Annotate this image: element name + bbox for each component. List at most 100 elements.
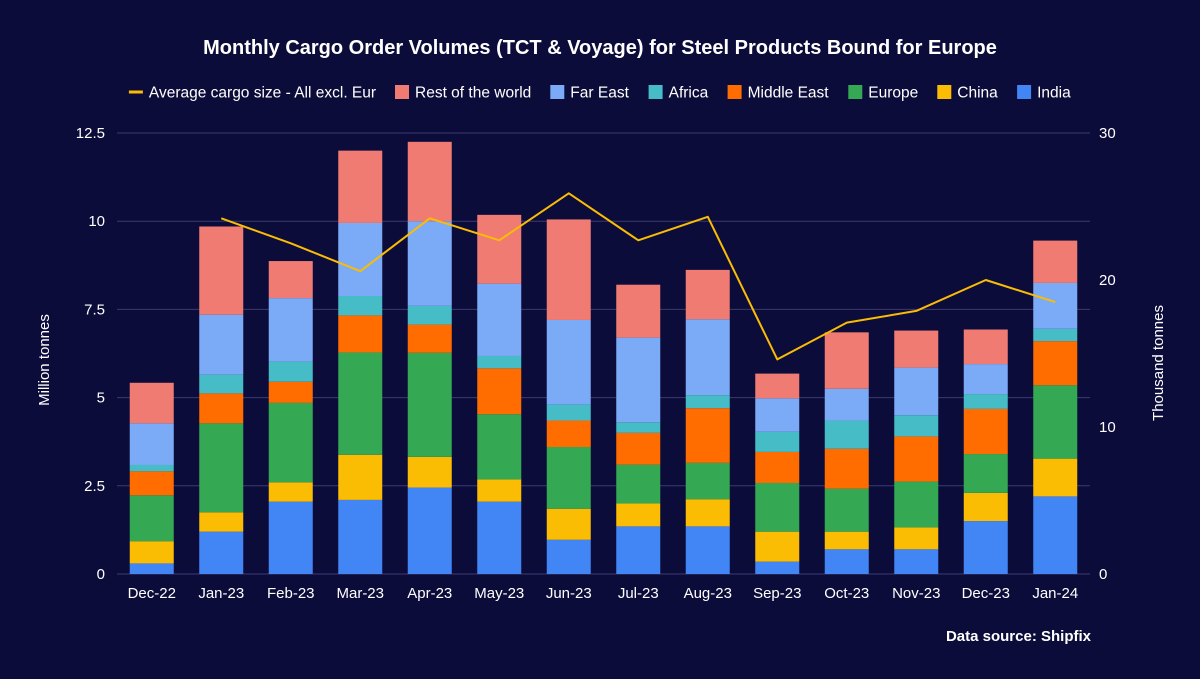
bar-far-east <box>1033 282 1078 329</box>
y2-axis-label: Thousand tonnes <box>1150 305 1167 421</box>
legend-label: Europe <box>868 85 918 102</box>
legend-item-far-east: Far East <box>550 85 630 102</box>
bar-middle-east <box>338 315 383 353</box>
legend-label: India <box>1037 85 1071 102</box>
legend-label: Middle East <box>748 85 830 102</box>
legend-label: China <box>957 85 998 102</box>
bar-africa <box>268 361 313 382</box>
bar-rest-of-the-world <box>685 269 730 320</box>
x-tick-label: May-23 <box>474 585 524 602</box>
bar-far-east <box>477 283 522 356</box>
bar-far-east <box>963 364 1008 395</box>
bar-middle-east <box>755 451 800 483</box>
x-tick-label: Aug-23 <box>684 585 732 602</box>
bar-africa <box>546 404 591 421</box>
bar-europe <box>824 488 869 532</box>
x-tick-label: Jun-23 <box>546 585 592 602</box>
legend-swatch <box>937 85 952 99</box>
legend-label: Average cargo size - All excl. Eur <box>149 85 376 102</box>
bar-india <box>546 539 591 574</box>
legend-swatch <box>550 85 565 99</box>
bar-far-east <box>268 298 313 362</box>
bar-far-east <box>407 221 452 306</box>
y-tick-label: 10 <box>88 213 105 230</box>
y-tick-label: 5 <box>97 390 105 407</box>
average-line <box>220 192 1056 361</box>
bar-china <box>338 454 383 500</box>
bar-middle-east <box>407 324 452 353</box>
bar-india <box>685 526 730 574</box>
legend-swatch <box>1017 85 1032 99</box>
x-tick-label: Sep-23 <box>753 585 801 602</box>
bar-rest-of-the-world <box>129 382 174 424</box>
bar-china <box>546 508 591 540</box>
legend-label: Africa <box>669 85 709 102</box>
bar-rest-of-the-world <box>268 261 313 299</box>
y2-tick-label: 10 <box>1099 419 1116 436</box>
x-tick-label: Jan-23 <box>198 585 244 602</box>
y-tick-label: 12.5 <box>76 125 105 142</box>
bar-china <box>685 499 730 527</box>
legend-label: Rest of the world <box>415 85 531 102</box>
bar-china <box>755 531 800 562</box>
y-axis-left: 0 2.5 5 7.5 10 12.5 <box>76 125 105 583</box>
bar-china <box>894 527 939 550</box>
bar-china <box>477 479 522 502</box>
bar-india <box>477 501 522 574</box>
legend: Average cargo size - All excl. Eur Rest o… <box>128 85 1071 102</box>
bar-africa <box>1033 328 1078 342</box>
bar-europe <box>199 423 244 513</box>
x-tick-label: Nov-23 <box>892 585 940 602</box>
bar-middle-east <box>824 448 869 489</box>
bar-middle-east <box>268 381 313 403</box>
bar-rest-of-the-world <box>894 330 939 368</box>
legend-swatch <box>395 85 409 99</box>
bar-africa <box>755 431 800 452</box>
y-axis-right: 0 10 20 30 <box>1099 125 1116 583</box>
bar-middle-east <box>1033 341 1078 386</box>
bar-rest-of-the-world <box>477 214 522 284</box>
y-axis-label: Million tonnes <box>36 314 53 406</box>
bar-china <box>129 541 174 564</box>
legend-item-africa: Africa <box>648 85 709 102</box>
bar-far-east <box>894 367 939 416</box>
bar-africa <box>338 295 383 316</box>
bar-rest-of-the-world <box>199 226 244 315</box>
legend-item-india: India <box>1017 85 1071 102</box>
gridlines <box>117 132 1090 575</box>
bar-far-east <box>616 337 661 423</box>
y2-tick-label: 0 <box>1099 566 1107 583</box>
bar-middle-east <box>616 432 661 465</box>
bar-middle-east <box>546 420 591 447</box>
bar-middle-east <box>685 408 730 463</box>
bar-china <box>268 482 313 502</box>
bar-india <box>616 526 661 574</box>
x-tick-label: Dec-23 <box>962 585 1010 602</box>
bar-europe <box>685 462 730 500</box>
x-tick-label: Oct-23 <box>824 585 869 602</box>
bar-far-east <box>199 314 244 375</box>
x-tick-label: Jul-23 <box>618 585 659 602</box>
legend-item-china: China <box>937 85 998 102</box>
bar-europe <box>963 454 1008 493</box>
bar-china <box>407 456 452 488</box>
bar-india <box>824 549 869 574</box>
x-tick-label: Dec-22 <box>128 585 176 602</box>
bar-far-east <box>129 423 174 465</box>
bar-india <box>338 499 383 574</box>
bar-africa <box>616 422 661 433</box>
bar-africa <box>685 395 730 409</box>
legend-swatch <box>727 85 742 99</box>
y-tick-label: 7.5 <box>84 301 105 318</box>
bar-rest-of-the-world <box>546 219 591 320</box>
bar-africa <box>199 374 244 394</box>
legend-item-middle-east: Middle East <box>727 85 830 102</box>
bar-africa <box>963 394 1008 409</box>
bars <box>129 141 1078 574</box>
bar-africa <box>894 415 939 437</box>
y2-tick-label: 30 <box>1099 125 1116 142</box>
bar-africa <box>824 420 869 449</box>
legend-swatch <box>648 85 663 99</box>
bar-rest-of-the-world <box>824 332 869 389</box>
x-tick-label: Jan-24 <box>1032 585 1078 602</box>
